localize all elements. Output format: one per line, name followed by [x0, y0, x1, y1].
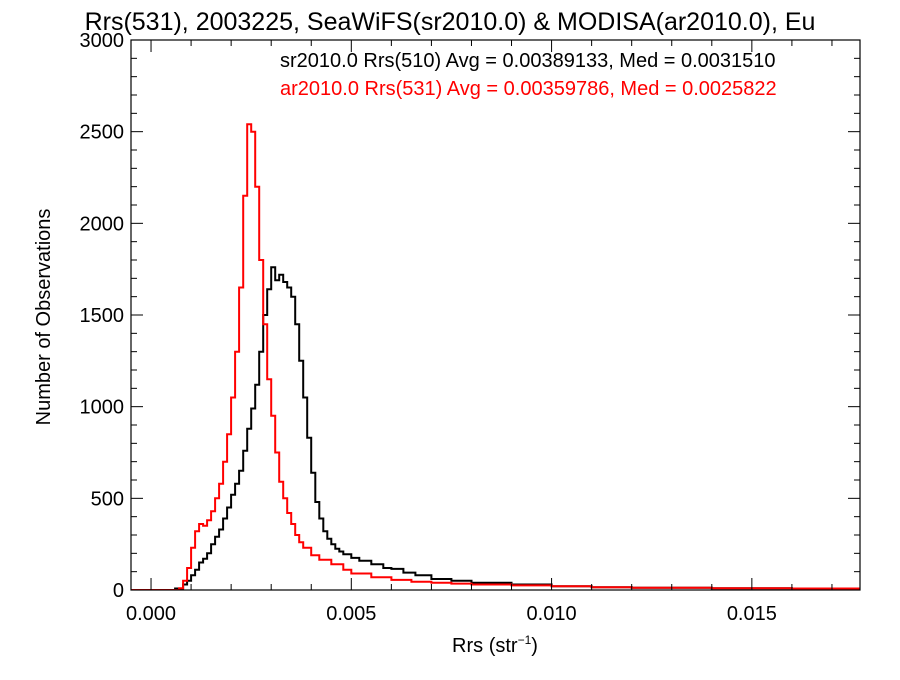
y-axis-label: Number of Observations — [33, 209, 55, 426]
y-tick-label: 3000 — [80, 30, 125, 52]
series-line-1 — [131, 123, 860, 590]
x-tick-label: 0.005 — [326, 603, 376, 625]
x-axis-label-main: Rrs (str — [452, 635, 518, 657]
x-tick-label: 0.010 — [527, 603, 577, 625]
legend-entry-ar2010: ar2010.0 Rrs(531) Avg = 0.00359786, Med … — [280, 78, 777, 100]
x-tick-label: 0.000 — [126, 603, 176, 625]
y-tick-label: 2000 — [80, 213, 125, 235]
x-axis-label: Rrs (str−1) — [452, 633, 538, 657]
legend-entry-sr2010: sr2010.0 Rrs(510) Avg = 0.00389133, Med … — [280, 50, 776, 72]
y-tick-label: 2500 — [80, 122, 125, 144]
y-tick-label: 500 — [91, 488, 124, 510]
y-tick-label: 1000 — [80, 397, 125, 419]
y-tick-label: 0 — [113, 580, 124, 602]
chart-title: Rrs(531), 2003225, SeaWiFS(sr2010.0) & M… — [85, 8, 816, 36]
x-axis-label-superscript: −1 — [518, 633, 532, 647]
x-axis-label-suffix: ) — [531, 635, 538, 657]
series-line-0 — [131, 266, 860, 590]
x-tick-label: 0.015 — [727, 603, 777, 625]
plot-area — [131, 123, 860, 590]
axes: 0.000 0.005 0.010 0.015 0 500 1000 1500 2000 2500… — [80, 30, 861, 625]
legend: sr2010.0 Rrs(510) Avg = 0.00389133, Med … — [280, 50, 777, 100]
y-tick-label: 1500 — [80, 305, 125, 327]
